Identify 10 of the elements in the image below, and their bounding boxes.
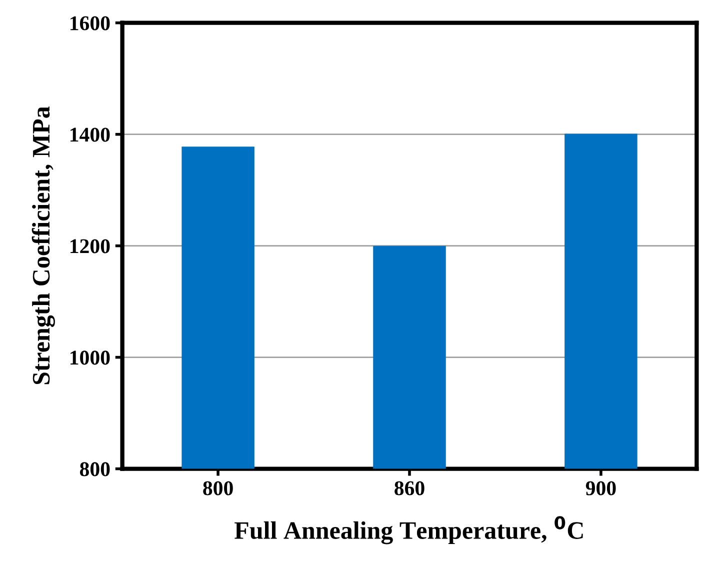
y-tick-label: 1400 (70, 128, 110, 142)
y-tick-label: 800 (80, 462, 110, 476)
y-tick-label: 1600 (70, 16, 110, 30)
x-tick-label: 900 (586, 481, 616, 496)
y-tick-label: 1000 (70, 350, 110, 365)
x-tick-label: 860 (394, 481, 424, 496)
x-axis-title: Full Annealing Temperature, $^{0}$C (234, 516, 583, 544)
y-axis-title: Strength Coefficient, MPa (32, 106, 55, 384)
x-tick-label: 800 (203, 481, 233, 496)
y-tick-label: 1200 (70, 239, 110, 254)
